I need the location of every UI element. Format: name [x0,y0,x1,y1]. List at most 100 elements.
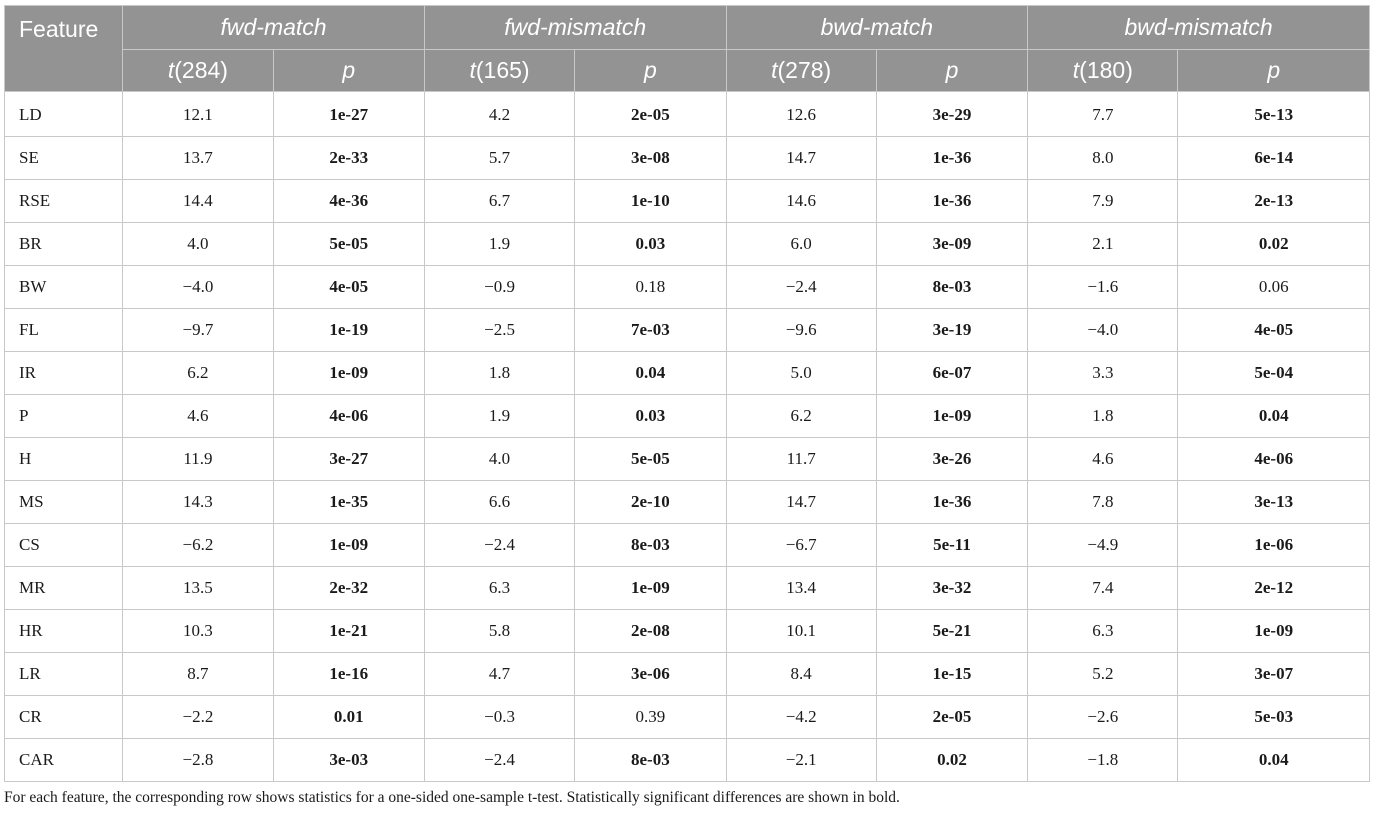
t-value-cell: 11.7 [725,437,877,481]
table-row: MR 13.5 2e-32 6.3 1e-09 13.4 3e-32 7.4 2e-12 [3,566,1370,610]
p-value-cell: 1e-09 [272,523,425,567]
p-value-cell: 1e-27 [272,91,425,137]
t-value-cell: 7.8 [1027,480,1179,524]
p-value-cell: 1e-36 [875,480,1029,524]
p-symbol: p [945,57,959,83]
table-row: IR 6.2 1e-09 1.8 0.04 5.0 6e-07 3.3 5e-04 [3,351,1370,395]
p-value-cell: 2e-33 [272,136,425,180]
t-value-cell: 4.6 [122,394,274,438]
stats-table-container: Feature fwd-match fwd-mismatch bwd-match… [3,5,1370,782]
p-value-cell: 1e-09 [272,351,425,395]
p-value-cell: 1e-36 [875,179,1029,223]
t-value-cell: −6.7 [725,523,877,567]
t-value-cell: 4.0 [423,437,576,481]
table-row: P 4.6 4e-06 1.9 0.03 6.2 1e-09 1.8 0.04 [3,394,1370,438]
t-value-cell: −4.2 [725,695,877,739]
p-value-cell: 1e-09 [1177,609,1370,653]
p-value-cell: 3e-03 [272,738,425,782]
p-value-cell: 5e-05 [272,222,425,266]
p-value-cell: 4e-06 [272,394,425,438]
t-symbol: t [167,57,175,83]
t-df: 165 [483,57,522,83]
p-value-cell: 0.03 [574,222,727,266]
p-value-cell: 1e-15 [875,652,1029,696]
p-value-cell: 5e-11 [875,523,1029,567]
p-value-cell: 1e-10 [574,179,727,223]
feature-cell: LR [3,652,124,696]
t-value-cell: −2.1 [725,738,877,782]
t-value-cell: 6.3 [423,566,576,610]
t-value-cell: 1.9 [423,394,576,438]
t-value-cell: −2.5 [423,308,576,352]
group-header-fwd-mismatch: fwd-mismatch [423,5,727,50]
t-value-cell: 1.8 [423,351,576,395]
t-symbol: t [771,57,778,83]
t-value-cell: 1.8 [1027,394,1179,438]
p-value-cell: 2e-12 [1177,566,1370,610]
p-value-cell: 0.02 [1177,222,1370,266]
p-value-cell: 2e-10 [574,480,727,524]
table-row: MS 14.3 1e-35 6.6 2e-10 14.7 1e-36 7.8 3e-13 [3,480,1370,524]
stats-table: Feature fwd-match fwd-mismatch bwd-match… [3,5,1370,782]
p-value-cell: 1e-35 [272,480,425,524]
t-value-cell: 11.9 [122,437,274,481]
group-header-bwd-match: bwd-match [725,5,1029,50]
p-value-cell: 5e-04 [1177,351,1370,395]
p-value-cell: 1e-16 [272,652,425,696]
p-value-cell: 2e-08 [574,609,727,653]
p-value-cell: 6e-07 [875,351,1029,395]
t-value-cell: −0.3 [423,695,576,739]
table-row: SE 13.7 2e-33 5.7 3e-08 14.7 1e-36 8.0 6e-14 [3,136,1370,180]
p-value-cell: 2e-05 [574,91,727,137]
p-value-cell: 8e-03 [574,738,727,782]
table-row: RSE 14.4 4e-36 6.7 1e-10 14.6 1e-36 7.9 2e-13 [3,179,1370,223]
feature-cell: BW [3,265,124,309]
t-value-cell: 10.3 [122,609,274,653]
p-value-cell: 3e-29 [875,91,1029,137]
feature-cell: MR [3,566,124,610]
t-value-cell: 6.2 [122,351,274,395]
header-row-groups: Feature fwd-match fwd-mismatch bwd-match… [3,5,1370,92]
t-value-cell: −9.7 [122,308,274,352]
table-row: CS −6.2 1e-09 −2.4 8e-03 −6.7 5e-11 −4.9 1e-06 [3,523,1370,567]
feature-cell: CR [3,695,124,739]
t-value-cell: 12.1 [122,91,274,137]
t-value-cell: −1.6 [1027,265,1179,309]
t-value-cell: −0.9 [423,265,576,309]
p-header-fwd-match: p [272,49,425,92]
p-value-cell: 4e-36 [272,179,425,223]
t-header-fwd-mismatch: t(165) [423,49,576,92]
p-value-cell: 5e-03 [1177,695,1370,739]
t-symbol: t [469,57,476,83]
t-value-cell: 8.0 [1027,136,1179,180]
feature-cell: SE [3,136,124,180]
table-row: CR −2.2 0.01 −0.3 0.39 −4.2 2e-05 −2.6 5e-03 [3,695,1370,739]
feature-cell: H [3,437,124,481]
feature-cell: FL [3,308,124,352]
t-value-cell: 5.7 [423,136,576,180]
t-value-cell: 14.7 [725,480,877,524]
t-value-cell: 5.8 [423,609,576,653]
p-value-cell: 1e-06 [1177,523,1370,567]
t-value-cell: 13.7 [122,136,274,180]
p-value-cell: 2e-13 [1177,179,1370,223]
table-row: BR 4.0 5e-05 1.9 0.03 6.0 3e-09 2.1 0.02 [3,222,1370,266]
feature-cell: BR [3,222,124,266]
feature-cell: CAR [3,738,124,782]
p-value-cell: 0.04 [1177,394,1370,438]
p-value-cell: 5e-13 [1177,91,1370,137]
header-row-stats: t(284) p t(165) p t(278) p t(180) p [5,49,1370,92]
t-value-cell: 14.7 [725,136,877,180]
t-value-cell: −2.2 [122,695,274,739]
t-value-cell: −9.6 [725,308,877,352]
t-value-cell: 1.9 [423,222,576,266]
t-value-cell: 2.1 [1027,222,1179,266]
t-value-cell: −2.6 [1027,695,1179,739]
p-header-bwd-match: p [875,49,1029,92]
feature-cell: P [3,394,124,438]
p-value-cell: 4e-05 [272,265,425,309]
t-value-cell: 6.3 [1027,609,1179,653]
p-symbol: p [1267,57,1281,83]
group-header-bwd-mismatch: bwd-mismatch [1027,5,1370,50]
p-value-cell: 3e-19 [875,308,1029,352]
